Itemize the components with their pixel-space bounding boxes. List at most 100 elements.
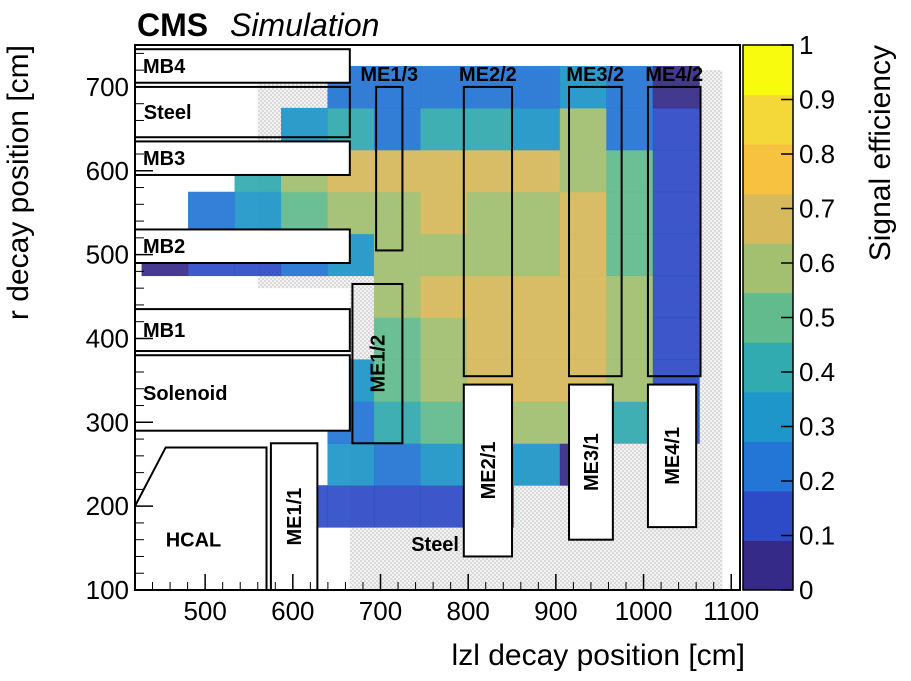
x-axis-title: lzl decay position [cm] xyxy=(452,639,745,672)
y-tick-label: 700 xyxy=(86,72,129,102)
heatmap-cell xyxy=(327,485,375,528)
detector-boxes: MB4 MB3 MB2 MB1 Solenoid ME1/3 ME2/2 ME3/2 ME4/2… xyxy=(134,48,703,591)
colorbar-tick-label: 0.7 xyxy=(799,194,835,224)
heatmap-cell xyxy=(559,275,607,318)
region-label: HCAL xyxy=(166,530,222,552)
detector-box xyxy=(462,85,514,378)
heatmap-cell xyxy=(234,191,282,235)
detector-label: ME3/1 xyxy=(581,433,603,491)
colorbar-segment xyxy=(743,144,793,195)
heatmap-cell xyxy=(652,317,700,360)
heatmap-cell xyxy=(652,107,700,151)
heatmap-cell xyxy=(373,233,421,277)
heatmap-cell xyxy=(420,443,468,486)
heatmap-cell xyxy=(559,317,607,360)
heatmap-cell xyxy=(513,149,561,193)
heatmap-cell xyxy=(513,317,561,360)
heatmap-cell xyxy=(420,191,468,235)
detector-box xyxy=(375,85,404,252)
colorbar: 0 0.1 0.2 0.3 0.4 0.5 0.6 0.7 0.8 0.9 1 xyxy=(742,30,835,605)
detector-label: MB4 xyxy=(143,56,186,78)
heatmap-cell xyxy=(420,275,468,318)
y-tick-label: 400 xyxy=(86,323,129,353)
colorbar-segment xyxy=(743,94,793,145)
detector-label: ME1/1 xyxy=(284,488,306,546)
heatmap-cell xyxy=(652,149,700,193)
axes: 500 600 700 800 900 1000 1100 100 200 300 400 500 60… xyxy=(86,44,759,626)
x-tick-label: 1100 xyxy=(703,596,759,626)
heatmap-cell xyxy=(327,443,375,486)
x-tick-label: 800 xyxy=(446,596,489,626)
colorbar-tick-label: 0.9 xyxy=(799,85,835,115)
heatmap-cell xyxy=(513,65,561,109)
y-tick-label: 200 xyxy=(86,491,129,521)
heatmap-cell xyxy=(466,191,514,235)
heatmap-cell xyxy=(466,233,514,277)
heatmap-cell xyxy=(513,443,561,486)
heatmap-cell xyxy=(420,65,468,109)
heatmap-cell xyxy=(280,191,328,235)
detector-label: MB2 xyxy=(143,236,185,258)
detector-label: ME4/2 xyxy=(645,64,703,86)
colorbar-tick-label: 0.1 xyxy=(799,521,835,551)
colorbar-segment xyxy=(743,45,793,96)
heatmap-cell xyxy=(606,401,654,444)
colorbar-tick-label: 0.8 xyxy=(799,139,835,169)
heatmap-cell xyxy=(652,275,700,318)
colorbar-tick-label: 0.4 xyxy=(799,357,835,387)
x-tick-label: 500 xyxy=(183,596,226,626)
detector-label: ME4/1 xyxy=(662,427,684,485)
plot-frame xyxy=(134,44,741,591)
colorbar-segment xyxy=(743,243,793,294)
heatmap-cell xyxy=(559,191,607,235)
colorbar-segment xyxy=(743,193,793,244)
x-tick-label: 700 xyxy=(359,596,402,626)
detector-box xyxy=(646,383,698,529)
heatmap-cell xyxy=(466,317,514,360)
heatmap-cell xyxy=(420,359,468,402)
qualifier-label: Simulation xyxy=(230,7,379,43)
colorbar-tick-label: 0.5 xyxy=(799,303,835,333)
detector-box xyxy=(351,282,404,445)
detector-box xyxy=(568,383,614,541)
heatmap-cell xyxy=(513,233,561,277)
heatmap-cell xyxy=(606,149,654,193)
heatmap-cell xyxy=(420,233,468,277)
heatmap-cell xyxy=(373,107,421,151)
colorbar-segment xyxy=(743,540,793,591)
colorbar-segment xyxy=(743,342,793,393)
heatmap-cell xyxy=(373,401,421,444)
detector-label: MB3 xyxy=(143,148,185,170)
y-tick-label: 600 xyxy=(86,156,129,186)
heatmap-cell xyxy=(513,191,561,235)
y-tick-label: 300 xyxy=(86,407,129,437)
x-tick-label: 900 xyxy=(534,596,577,626)
heatmap-cell xyxy=(466,149,514,193)
experiment-label: CMS xyxy=(137,7,208,43)
y-tick-label: 500 xyxy=(86,240,129,270)
heatmap-cell xyxy=(373,443,421,486)
colorbar-segment xyxy=(743,391,793,442)
detector-label: ME2/2 xyxy=(459,64,517,86)
heatmap-cell xyxy=(652,191,700,235)
heatmap-cell xyxy=(420,401,468,444)
heatmap-cell xyxy=(606,191,654,235)
heatmap-cell xyxy=(559,233,607,277)
detector-label: ME1/2 xyxy=(367,335,389,393)
heatmap-cell xyxy=(420,107,468,151)
detector-label: Solenoid xyxy=(143,383,227,405)
detector-label: ME3/2 xyxy=(566,64,624,86)
heatmap-cell xyxy=(373,149,421,193)
y-tick-label: 100 xyxy=(86,575,129,605)
heatmap-cell xyxy=(420,485,468,528)
heatmap-cell xyxy=(466,275,514,318)
heatmap-cell xyxy=(420,149,468,193)
detector-box xyxy=(462,383,514,558)
heatmap-cell xyxy=(188,191,236,235)
x-tick-label: 600 xyxy=(271,596,314,626)
detector-box xyxy=(134,228,351,264)
heatmap-cell xyxy=(606,107,654,151)
heatmap-cell xyxy=(559,149,607,193)
colorbar-segment xyxy=(743,441,793,492)
